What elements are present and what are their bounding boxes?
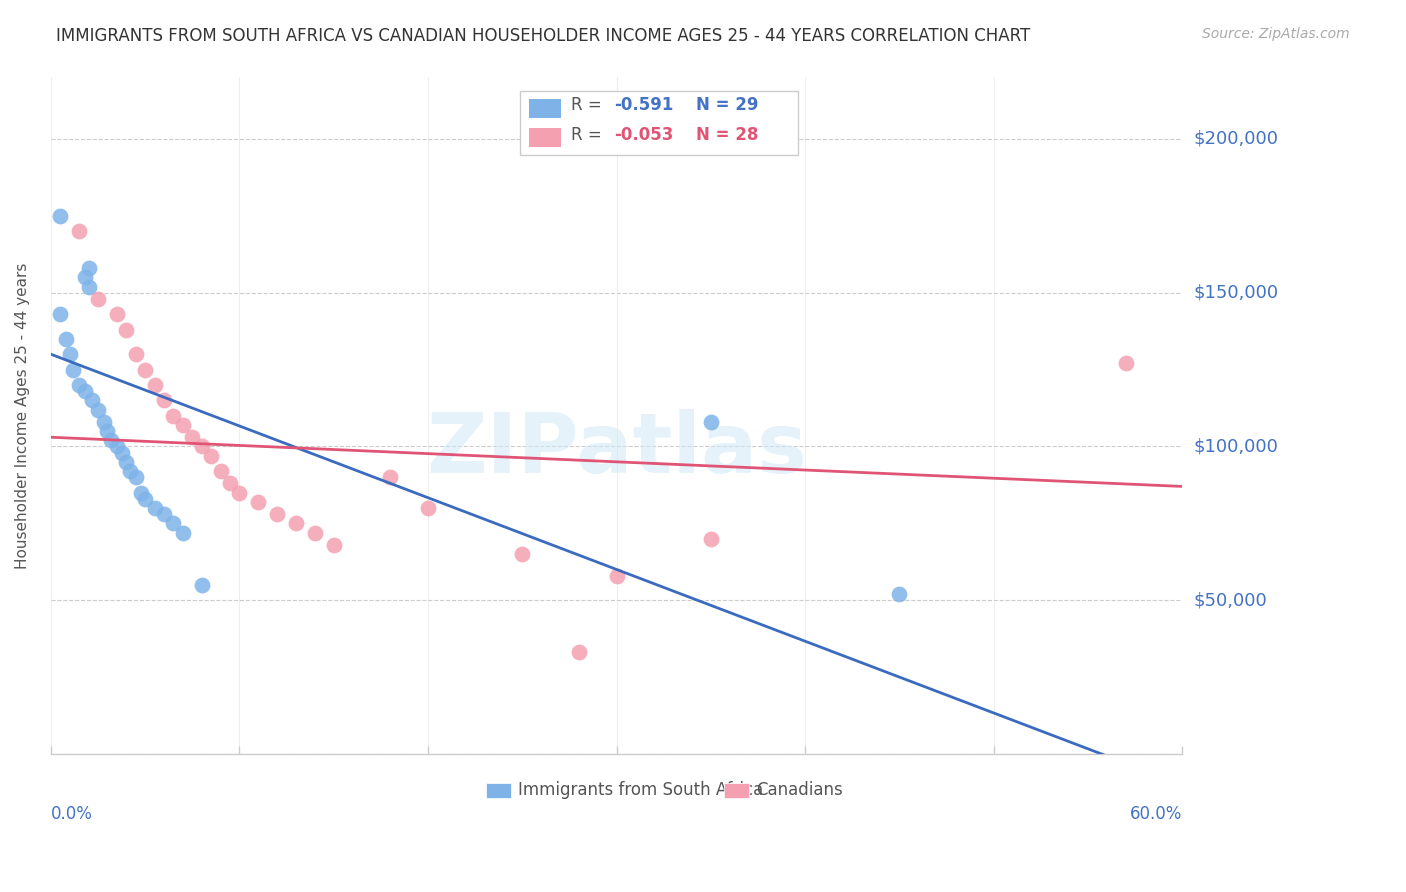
Text: $100,000: $100,000 — [1194, 437, 1278, 456]
Bar — [530, 128, 561, 147]
Point — [82, 393, 104, 408]
Point — [153, 393, 176, 408]
Point — [510, 547, 533, 561]
Point — [172, 417, 194, 432]
Text: ZIPatlas: ZIPatlas — [426, 409, 807, 490]
Text: $150,000: $150,000 — [1194, 284, 1278, 301]
Point — [118, 464, 141, 478]
FancyBboxPatch shape — [520, 91, 797, 155]
Point — [105, 440, 128, 454]
Text: $50,000: $50,000 — [1194, 591, 1267, 609]
Point — [143, 500, 166, 515]
Text: R =: R = — [571, 126, 607, 144]
Point — [700, 532, 723, 546]
Point — [77, 261, 100, 276]
Point — [568, 645, 591, 659]
Point — [219, 476, 242, 491]
Point — [228, 485, 250, 500]
Text: R =: R = — [571, 95, 607, 113]
Point — [304, 525, 326, 540]
Point — [162, 409, 184, 423]
Point — [87, 292, 110, 306]
Point — [172, 525, 194, 540]
Point — [134, 362, 156, 376]
Point — [380, 470, 402, 484]
Point — [416, 500, 439, 515]
Point — [87, 402, 110, 417]
Text: Source: ZipAtlas.com: Source: ZipAtlas.com — [1202, 27, 1350, 41]
Point — [100, 434, 122, 448]
Point — [181, 430, 204, 444]
Text: N = 28: N = 28 — [696, 126, 758, 144]
Point — [67, 378, 90, 392]
Point — [125, 470, 148, 484]
Point — [111, 445, 134, 459]
Bar — [486, 783, 512, 798]
Text: -0.053: -0.053 — [614, 126, 673, 144]
Point — [125, 347, 148, 361]
Point — [67, 224, 90, 238]
Point — [77, 279, 100, 293]
Point — [322, 538, 344, 552]
Text: 60.0%: 60.0% — [1130, 805, 1182, 822]
Point — [162, 516, 184, 531]
Point — [96, 424, 118, 438]
Point — [49, 307, 72, 321]
Point — [55, 332, 77, 346]
Point — [134, 491, 156, 506]
Point — [115, 323, 138, 337]
Point — [285, 516, 308, 531]
Point — [190, 578, 212, 592]
Text: 0.0%: 0.0% — [51, 805, 93, 822]
Point — [131, 485, 153, 500]
Point — [49, 209, 72, 223]
Bar — [724, 783, 749, 798]
Point — [73, 270, 96, 285]
Point — [606, 568, 628, 582]
Y-axis label: Householder Income Ages 25 - 44 years: Householder Income Ages 25 - 44 years — [15, 262, 30, 569]
Point — [200, 449, 222, 463]
Point — [59, 347, 82, 361]
Text: Immigrants from South Africa: Immigrants from South Africa — [519, 781, 763, 799]
Text: IMMIGRANTS FROM SOUTH AFRICA VS CANADIAN HOUSEHOLDER INCOME AGES 25 - 44 YEARS C: IMMIGRANTS FROM SOUTH AFRICA VS CANADIAN… — [56, 27, 1031, 45]
Point — [889, 587, 911, 601]
Text: $200,000: $200,000 — [1194, 130, 1278, 148]
Point — [209, 464, 232, 478]
Point — [266, 507, 288, 521]
Bar — [530, 99, 561, 118]
Point — [190, 440, 212, 454]
Point — [93, 415, 115, 429]
Point — [115, 455, 138, 469]
Text: Canadians: Canadians — [756, 781, 842, 799]
Point — [247, 495, 270, 509]
Point — [105, 307, 128, 321]
Text: -0.591: -0.591 — [614, 95, 673, 113]
Point — [700, 415, 723, 429]
Point — [1115, 356, 1137, 370]
Point — [73, 384, 96, 398]
Point — [153, 507, 176, 521]
Point — [62, 362, 84, 376]
Point — [143, 378, 166, 392]
Text: N = 29: N = 29 — [696, 95, 758, 113]
